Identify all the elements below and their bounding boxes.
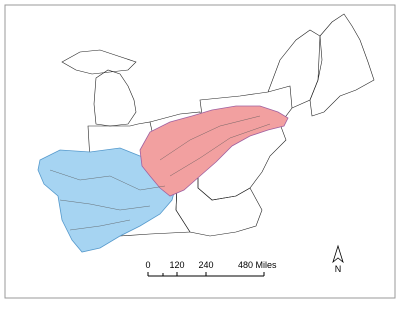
scale-label: 240 [198,260,213,270]
scale-bar: 0 120 240 480 Miles [145,260,277,277]
new-england-east [309,13,375,117]
upper-michigan [61,49,137,75]
scale-label: 480 Miles [238,260,277,270]
north-label: N [335,264,342,274]
scale-label: 0 [145,260,150,270]
lower-michigan [93,69,137,127]
scale-label: 120 [169,260,184,270]
north-arrow: N [332,244,344,274]
region-detail-lines [49,115,271,231]
north-arrow-shape [332,244,344,264]
pink-region [139,105,289,197]
blue-region [37,147,179,253]
